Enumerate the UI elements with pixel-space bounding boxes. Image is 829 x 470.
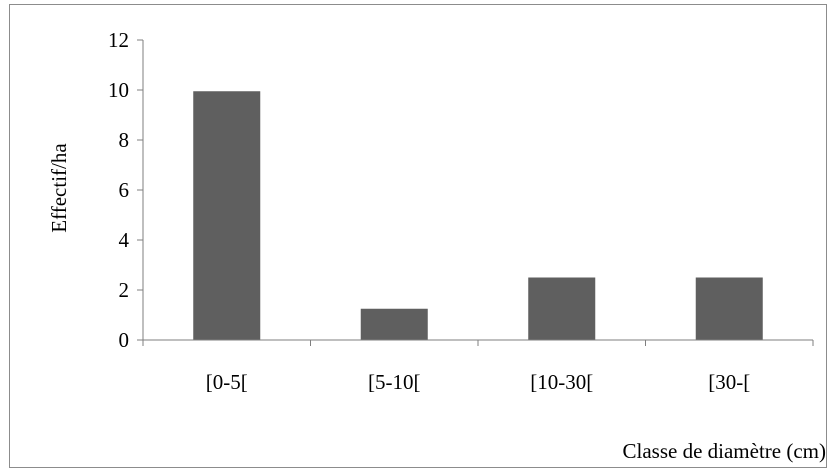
y-axis-ticks: 0 2 4 6 8 10 12 <box>108 28 143 352</box>
bar <box>528 277 596 340</box>
y-tick-label: 8 <box>119 128 130 152</box>
chart-frame <box>9 4 827 468</box>
bar <box>695 277 763 340</box>
x-tick-label: [0-5[ <box>206 370 248 394</box>
y-tick-label: 10 <box>108 78 129 102</box>
y-tick-label: 0 <box>119 328 130 352</box>
y-axis-title: Effectif/ha <box>47 143 71 233</box>
x-axis-title: Classe de diamètre (cm) <box>623 439 827 463</box>
y-tick-label: 2 <box>119 278 130 302</box>
bar <box>360 308 428 340</box>
bar <box>193 91 261 340</box>
bars <box>193 91 763 340</box>
y-tick-label: 4 <box>119 228 130 252</box>
y-tick-label: 6 <box>119 178 130 202</box>
y-tick-label: 12 <box>108 28 129 52</box>
x-tick-label: [5-10[ <box>368 370 420 394</box>
x-axis-ticks: [0-5[ [5-10[ [10-30[ [30-[ <box>142 340 814 394</box>
x-tick-label: [30-[ <box>708 370 750 394</box>
x-tick-label: [10-30[ <box>530 370 593 394</box>
